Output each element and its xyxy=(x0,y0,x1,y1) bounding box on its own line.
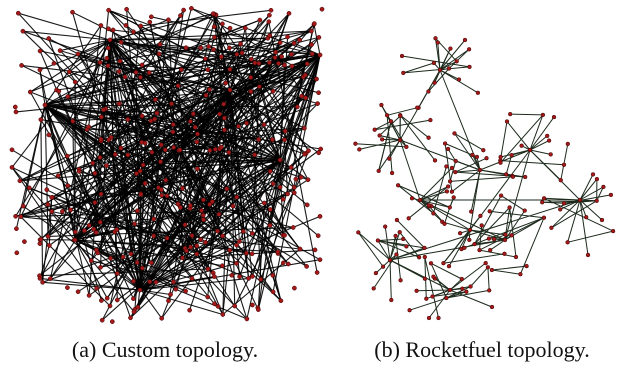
rocketfuel-topology-graph xyxy=(353,36,616,321)
custom-topology-caption: (a) Custom topology. xyxy=(71,337,259,362)
rocketfuel-nodes xyxy=(353,36,616,321)
custom-topology-panel xyxy=(0,0,330,330)
custom-edges xyxy=(11,7,322,321)
custom-nodes xyxy=(9,6,325,324)
custom-topology-graph xyxy=(9,6,325,324)
rocketfuel-topology-caption: (b) Rocketfuel topology. xyxy=(374,337,590,362)
rocketfuel-edges xyxy=(355,37,614,319)
rocketfuel-topology-panel xyxy=(330,0,634,330)
